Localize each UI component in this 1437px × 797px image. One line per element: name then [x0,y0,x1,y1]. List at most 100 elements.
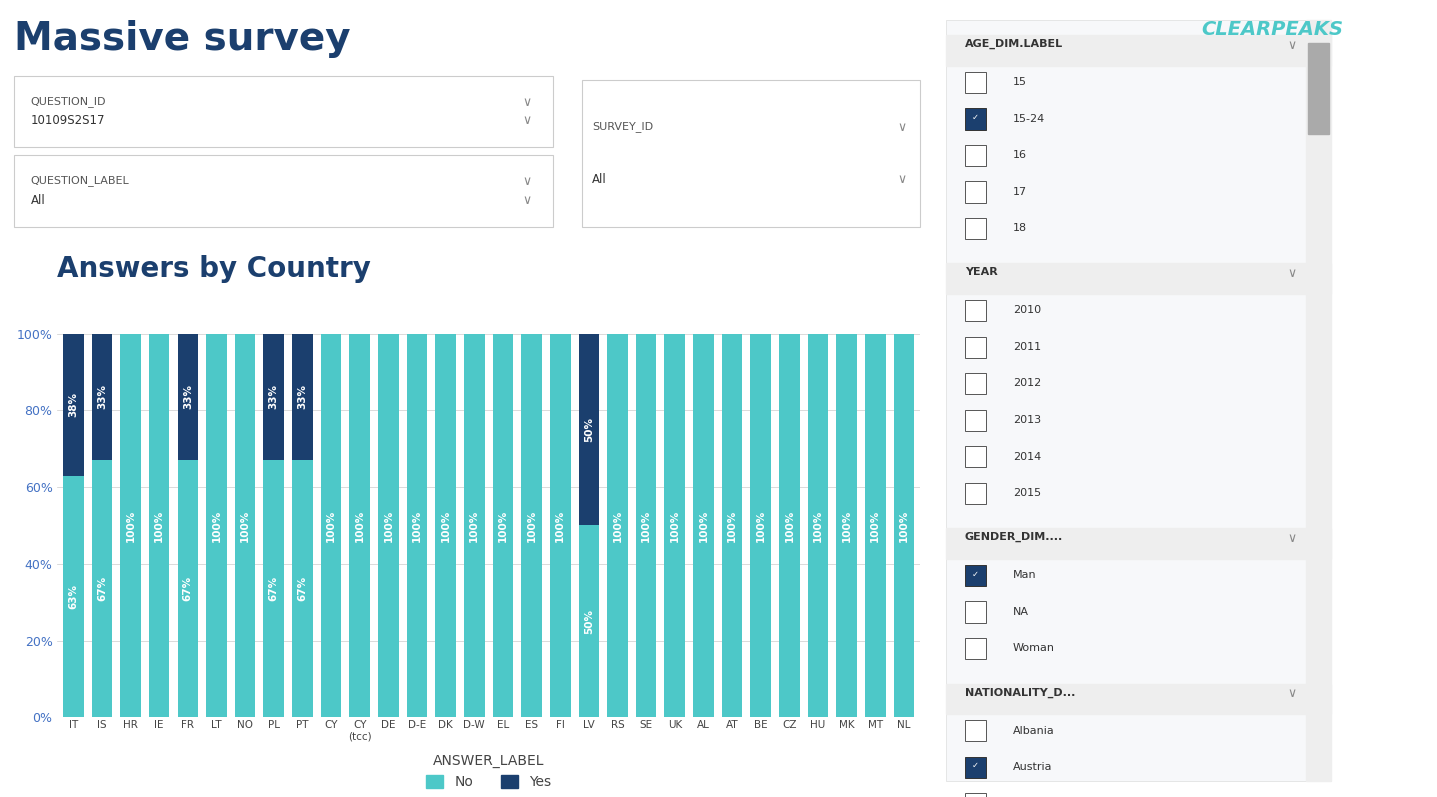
Text: 2012: 2012 [1013,379,1042,388]
FancyBboxPatch shape [946,20,1331,781]
Bar [779,334,799,717]
Bar [964,565,986,587]
Text: 100%: 100% [612,509,622,541]
Bar [92,334,112,460]
Text: Woman: Woman [1013,643,1055,654]
Text: 100%: 100% [355,509,365,541]
Text: 100%: 100% [785,509,795,541]
Text: 50%: 50% [583,417,593,442]
FancyBboxPatch shape [14,155,553,227]
Bar [608,334,628,717]
Bar [964,756,986,778]
Bar [464,334,484,717]
Bar [178,334,198,460]
Bar [635,334,657,717]
Text: ∨: ∨ [897,121,907,134]
Text: QUESTION_ID: QUESTION_ID [30,96,106,107]
Text: 100%: 100% [470,509,480,541]
Text: YEAR: YEAR [964,267,997,277]
Bar [808,334,828,717]
Text: 100%: 100% [384,509,394,541]
Bar [865,334,885,717]
Text: Austria: Austria [1013,762,1052,772]
Text: ∨: ∨ [897,173,907,186]
Bar [292,334,313,460]
Bar [121,334,141,717]
Text: 2014: 2014 [1013,452,1042,461]
Text: 33%: 33% [297,384,308,410]
Bar [205,334,227,717]
Text: ✓: ✓ [971,761,979,770]
Text: All: All [30,194,46,207]
Text: 100%: 100% [813,509,823,541]
Text: 100%: 100% [698,509,708,541]
Text: 100%: 100% [497,509,507,541]
Bar [964,483,986,504]
Text: 67%: 67% [297,576,308,601]
Bar [964,720,986,741]
Bar [263,460,285,717]
Text: Massive survey: Massive survey [14,20,351,58]
Bar [964,446,986,468]
Text: 2011: 2011 [1013,342,1040,352]
Text: 33%: 33% [269,384,279,410]
Text: 100%: 100% [412,509,422,541]
Text: 100%: 100% [641,509,651,541]
Text: 100%: 100% [670,509,680,541]
Text: ✓: ✓ [971,113,979,122]
Bar [234,334,256,717]
Bar [964,145,986,166]
Text: ∨: ∨ [523,96,532,109]
Bar [946,684,1331,714]
Text: QUESTION_LABEL: QUESTION_LABEL [30,175,129,186]
Bar [964,181,986,202]
Text: 2010: 2010 [1013,305,1040,316]
Text: 33%: 33% [182,384,193,410]
Bar [964,300,986,321]
Bar [946,528,1331,559]
Text: 10109S2S17: 10109S2S17 [30,114,105,128]
Bar [263,334,285,460]
Bar [1306,20,1331,781]
Text: 100%: 100% [555,509,565,541]
Text: 100%: 100% [526,509,536,541]
Text: 100%: 100% [441,509,451,541]
Text: 18: 18 [1013,223,1027,234]
Text: 100%: 100% [900,509,910,541]
Text: ∨: ∨ [1288,688,1296,701]
Bar [693,334,714,717]
Bar [964,410,986,431]
Bar [378,334,398,717]
Bar [1308,43,1329,134]
Bar [349,334,369,717]
Text: 100%: 100% [211,509,221,541]
Text: 100%: 100% [842,509,852,541]
Text: CLEARPEAKS: CLEARPEAKS [1201,20,1344,39]
Bar [92,460,112,717]
FancyBboxPatch shape [14,76,553,147]
Bar [292,460,313,717]
Text: 38%: 38% [68,392,78,417]
Text: 15: 15 [1013,77,1027,87]
Text: GENDER_DIM....: GENDER_DIM.... [964,532,1063,543]
Bar [946,264,1331,294]
Text: AGE_DIM.LABEL: AGE_DIM.LABEL [964,39,1063,49]
Bar [964,72,986,93]
Bar [579,525,599,717]
Text: Man: Man [1013,570,1036,580]
Bar [522,334,542,717]
Bar [964,373,986,395]
Text: ∨: ∨ [1288,39,1296,52]
Text: 100%: 100% [125,509,135,541]
Bar [964,108,986,130]
Bar [579,334,599,525]
Legend: No, Yes: No, Yes [427,754,550,789]
Bar [894,334,914,717]
Text: 100%: 100% [326,509,336,541]
Bar [149,334,170,717]
Text: 33%: 33% [96,384,106,410]
Bar [964,336,986,358]
Text: SURVEY_ID: SURVEY_ID [592,121,654,132]
Text: 17: 17 [1013,186,1027,197]
Text: All: All [592,173,606,186]
